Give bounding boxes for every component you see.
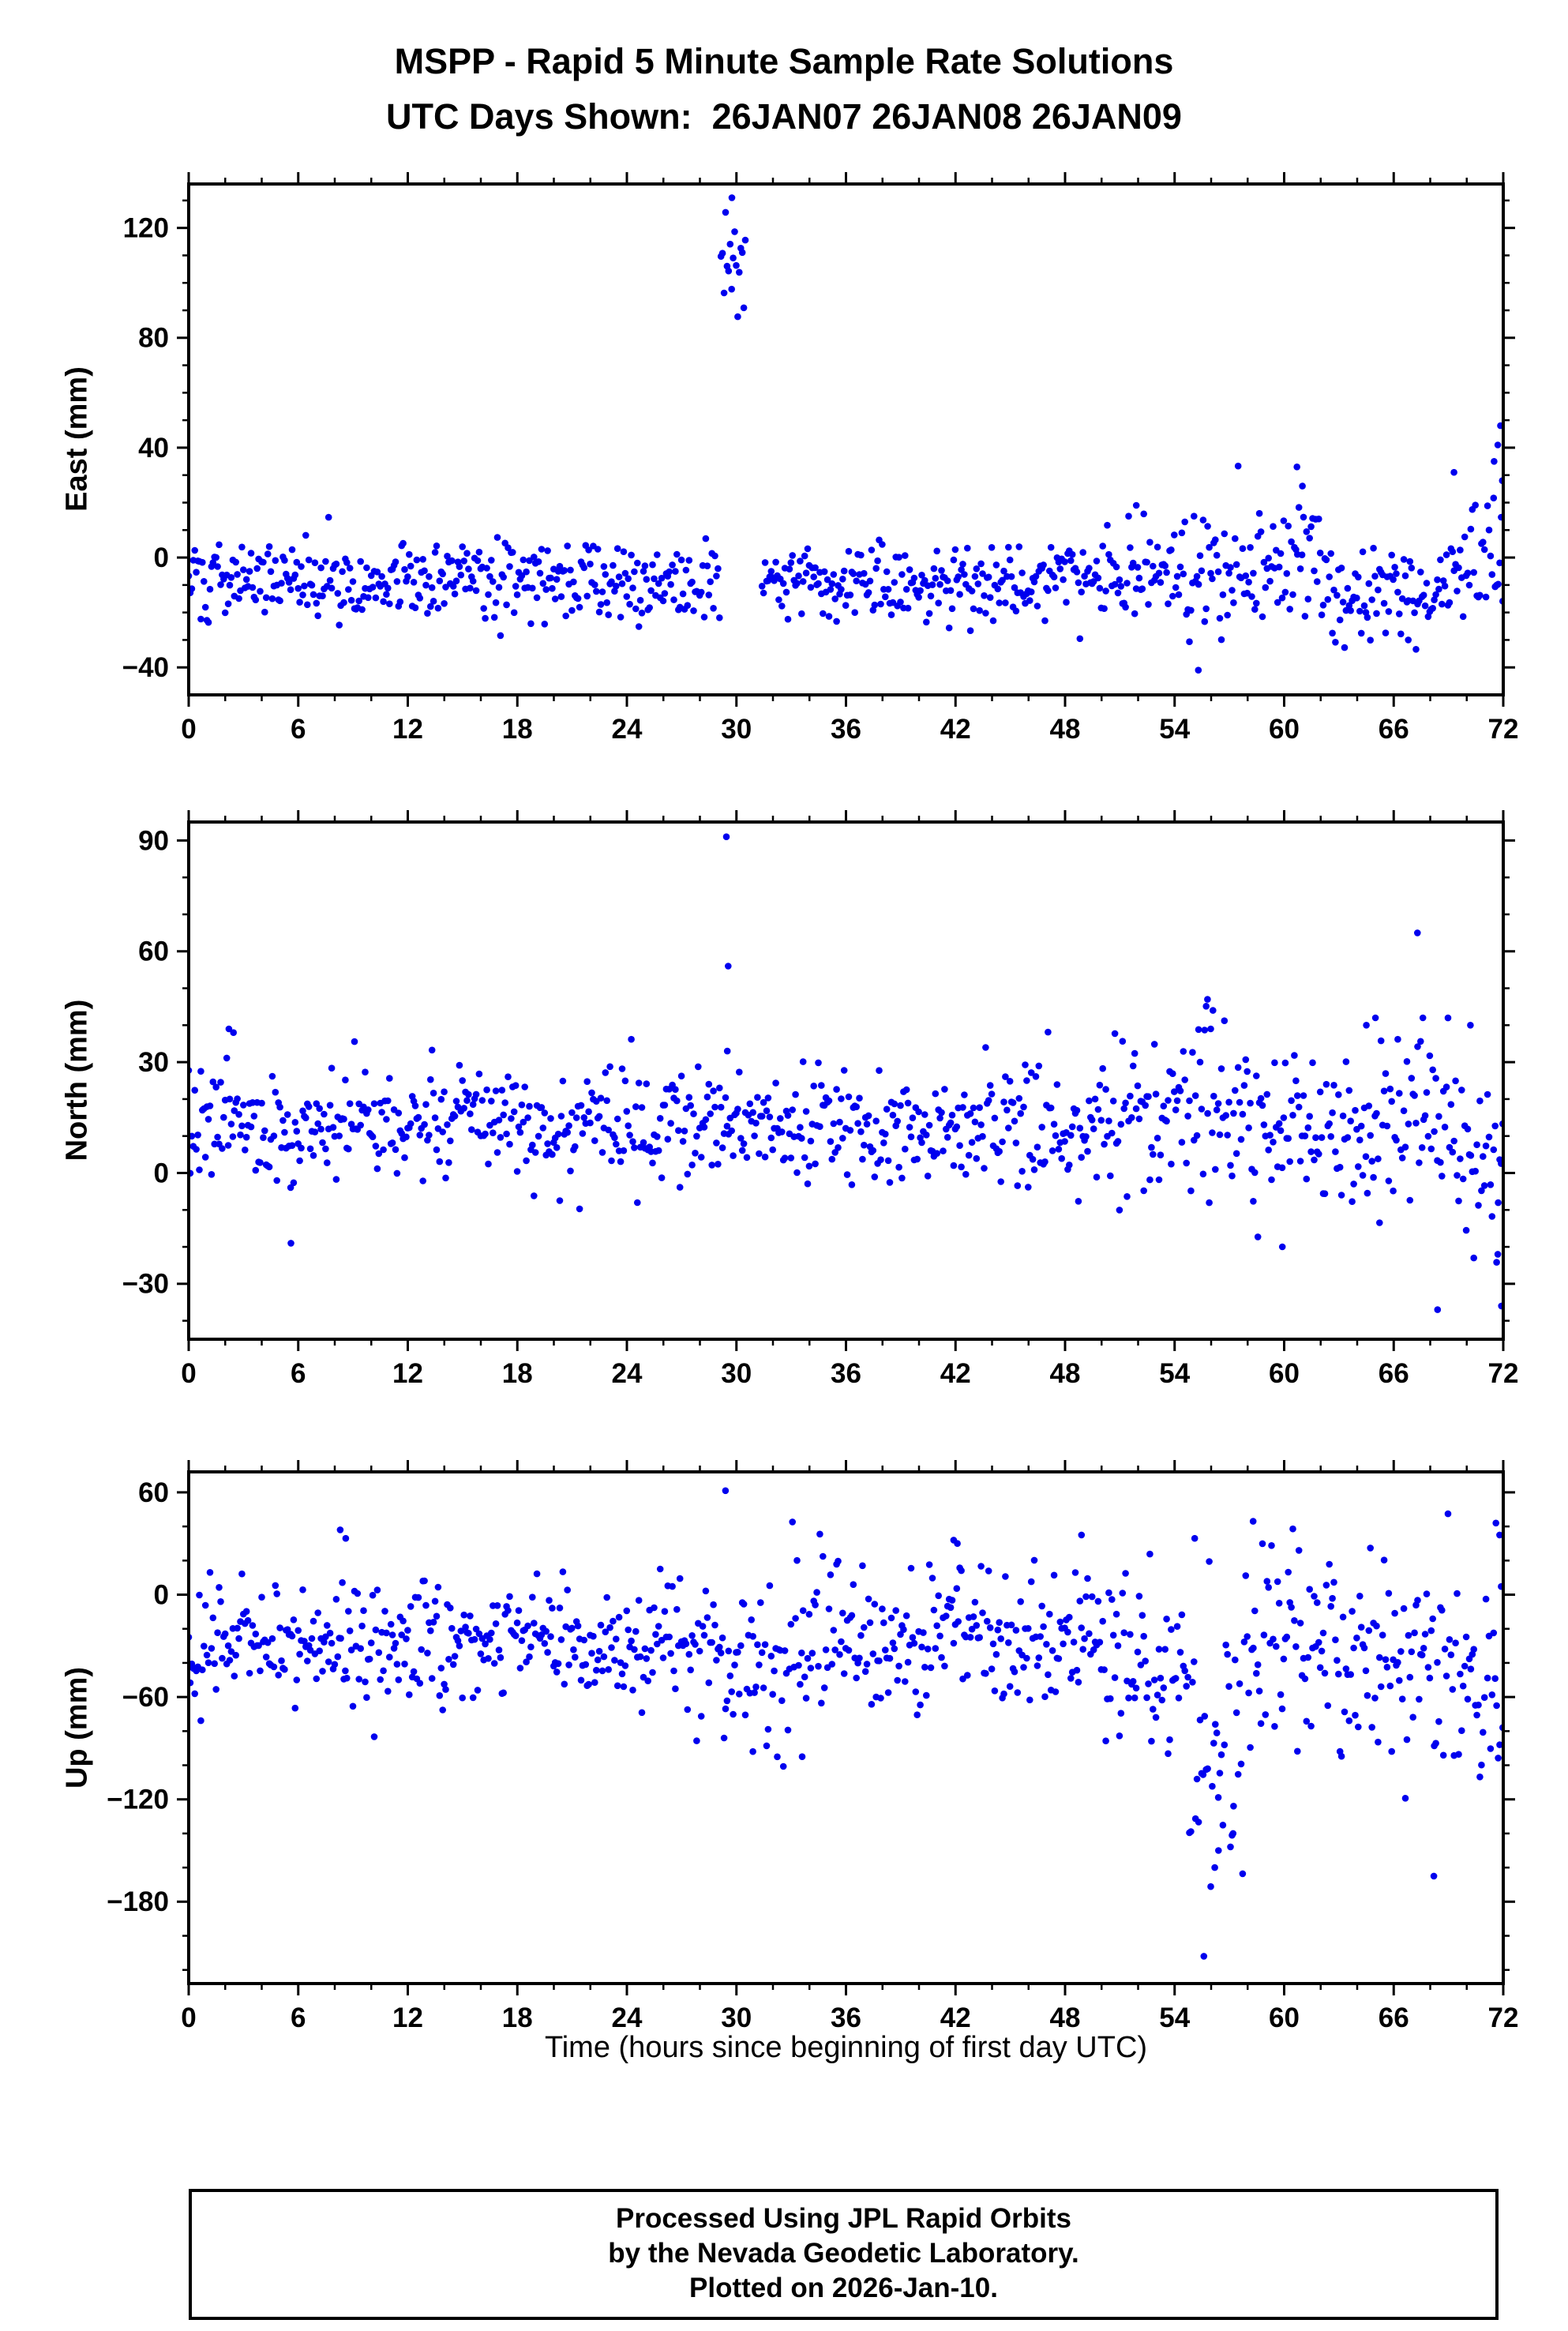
svg-text:30: 30 xyxy=(138,1047,169,1078)
svg-text:−40: −40 xyxy=(122,652,169,683)
ticks-up xyxy=(177,1460,1515,1995)
tick-labels-up: 0 6 12 18 24 30 36 42 48 54 60 66 72 −180 −120 −60 0 60 xyxy=(107,1477,1518,2033)
svg-text:24: 24 xyxy=(612,1358,643,1389)
plot-frame-north xyxy=(187,820,1505,1341)
tick-labels-north: 0 6 12 18 24 30 36 42 48 54 60 66 72 −30 0 30 60 90 xyxy=(122,825,1519,1389)
svg-text:36: 36 xyxy=(831,714,861,745)
scatter-points-east xyxy=(189,194,1503,674)
panel-up: 0 6 12 18 24 30 36 42 48 54 60 66 72 −180 −120 −60 0 60 xyxy=(107,1460,1518,2033)
svg-text:90: 90 xyxy=(138,825,169,856)
svg-text:6: 6 xyxy=(291,714,306,745)
svg-text:18: 18 xyxy=(502,714,533,745)
svg-text:12: 12 xyxy=(392,2003,423,2033)
svg-text:66: 66 xyxy=(1379,1358,1409,1389)
svg-text:−60: −60 xyxy=(122,1682,169,1713)
footer-box: Processed Using JPL Rapid Orbits by the … xyxy=(189,2189,1499,2320)
svg-text:72: 72 xyxy=(1488,1358,1519,1389)
svg-text:12: 12 xyxy=(392,714,423,745)
scatter-points-up xyxy=(189,1487,1503,1960)
svg-text:42: 42 xyxy=(940,714,971,745)
svg-text:54: 54 xyxy=(1159,2003,1190,2033)
svg-text:54: 54 xyxy=(1159,1358,1190,1389)
figure-subtitle: UTC Days Shown: 26JAN07 26JAN08 26JAN09 xyxy=(386,96,1182,137)
svg-text:36: 36 xyxy=(831,1358,861,1389)
svg-text:0: 0 xyxy=(154,1579,169,1610)
svg-text:54: 54 xyxy=(1159,714,1190,745)
svg-text:30: 30 xyxy=(721,714,752,745)
svg-text:30: 30 xyxy=(721,1358,752,1389)
svg-text:60: 60 xyxy=(1269,1358,1300,1389)
svg-text:0: 0 xyxy=(154,1158,169,1188)
svg-text:72: 72 xyxy=(1488,714,1519,745)
svg-text:30: 30 xyxy=(721,2003,752,2033)
svg-text:60: 60 xyxy=(1269,2003,1300,2033)
svg-text:−120: −120 xyxy=(107,1785,169,1815)
svg-text:0: 0 xyxy=(154,542,169,573)
svg-text:40: 40 xyxy=(138,433,169,464)
svg-text:6: 6 xyxy=(291,2003,306,2033)
plot-frame-up xyxy=(187,1470,1505,1985)
svg-text:72: 72 xyxy=(1488,2003,1519,2033)
svg-text:18: 18 xyxy=(502,1358,533,1389)
x-axis-title: Time (hours since beginning of first day… xyxy=(544,2031,1148,2064)
svg-text:48: 48 xyxy=(1050,2003,1081,2033)
footer-line-1: Processed Using JPL Rapid Orbits xyxy=(615,2203,1072,2234)
footer-line-2: by the Nevada Geodetic Laboratory. xyxy=(608,2238,1079,2269)
svg-text:42: 42 xyxy=(940,1358,971,1389)
ticks-north xyxy=(177,810,1515,1351)
svg-text:0: 0 xyxy=(181,714,196,745)
svg-text:18: 18 xyxy=(502,2003,533,2033)
figure-title: MSPP - Rapid 5 Minute Sample Rate Soluti… xyxy=(394,41,1174,81)
svg-text:120: 120 xyxy=(123,213,169,244)
svg-text:48: 48 xyxy=(1050,714,1081,745)
panel-north: 0 6 12 18 24 30 36 42 48 54 60 66 72 −30 0 30 60 90 xyxy=(122,810,1519,1389)
panel-east: 0 6 12 18 24 30 36 42 48 54 60 66 72 −40 0 40 80 120 xyxy=(122,172,1519,745)
svg-text:12: 12 xyxy=(392,1358,423,1389)
ticks-east xyxy=(177,172,1515,707)
svg-text:24: 24 xyxy=(612,2003,643,2033)
svg-text:80: 80 xyxy=(138,323,169,354)
svg-text:42: 42 xyxy=(940,2003,971,2033)
svg-text:66: 66 xyxy=(1379,2003,1409,2033)
svg-text:36: 36 xyxy=(831,2003,861,2033)
svg-text:60: 60 xyxy=(138,1477,169,1508)
svg-text:6: 6 xyxy=(291,1358,306,1389)
svg-text:24: 24 xyxy=(612,714,643,745)
svg-text:60: 60 xyxy=(1269,714,1300,745)
svg-text:48: 48 xyxy=(1050,1358,1081,1389)
svg-text:60: 60 xyxy=(138,937,169,967)
svg-text:0: 0 xyxy=(181,2003,196,2033)
tick-labels-east: 0 6 12 18 24 30 36 42 48 54 60 66 72 −40 0 40 80 120 xyxy=(122,213,1519,745)
svg-text:0: 0 xyxy=(181,1358,196,1389)
svg-text:−30: −30 xyxy=(122,1269,169,1300)
svg-text:−180: −180 xyxy=(107,1886,169,1917)
plot-frame-east xyxy=(187,182,1505,696)
svg-text:66: 66 xyxy=(1379,714,1409,745)
scatter-points-north xyxy=(189,833,1503,1313)
footer-line-3: Plotted on 2026-Jan-10. xyxy=(689,2273,998,2303)
